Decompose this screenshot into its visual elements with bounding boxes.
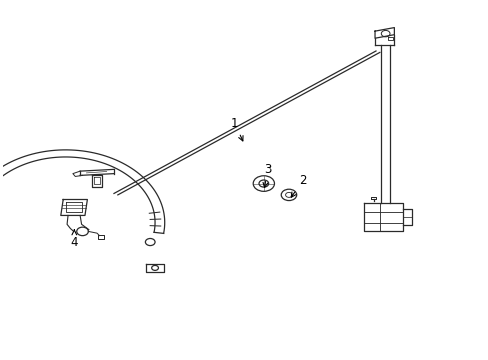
Text: 1: 1 <box>231 117 243 141</box>
Text: 2: 2 <box>291 174 305 197</box>
Text: 4: 4 <box>70 230 78 248</box>
Text: 3: 3 <box>263 163 271 188</box>
